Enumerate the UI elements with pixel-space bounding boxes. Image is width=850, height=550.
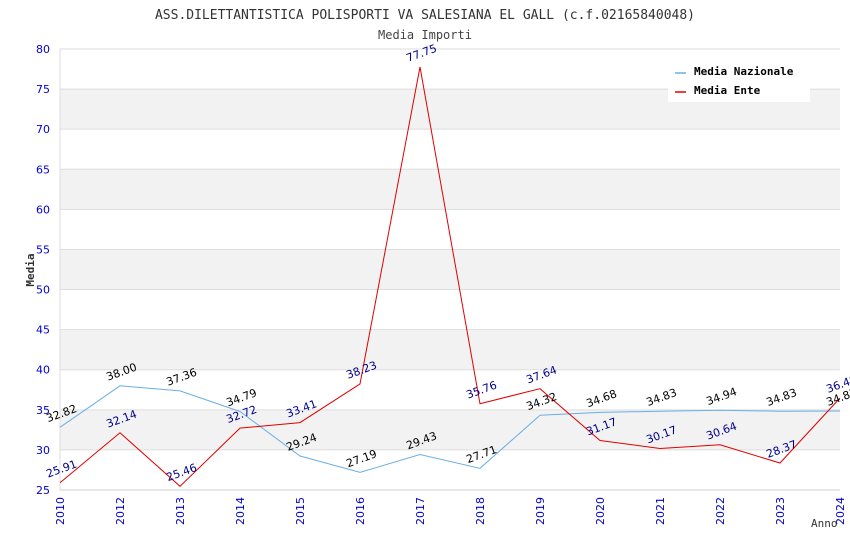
plot-band: [60, 169, 840, 210]
plot-band: [60, 249, 840, 290]
x-tick-label: 2010: [54, 497, 67, 525]
chart-legend: Media Nazionale Media Ente: [668, 60, 810, 102]
x-tick-label: 2020: [594, 497, 607, 525]
grid-lines: [60, 48, 840, 491]
y-tick-label: 60: [36, 203, 50, 216]
x-tick-label: 2014: [234, 497, 247, 525]
plot-band: [60, 329, 840, 370]
x-tick-label: 2012: [114, 497, 127, 525]
series-line-media-ente: [59, 66, 841, 487]
y-tick-label: 25: [36, 484, 50, 497]
y-tick-label: 50: [36, 284, 50, 297]
y-tick-label: 75: [36, 83, 50, 96]
y-tick-label: 45: [36, 324, 50, 337]
y-tick-label: 70: [36, 123, 50, 136]
plot-band: [60, 409, 840, 450]
data-label: 34.83: [645, 386, 679, 409]
x-tick-label: 2018: [474, 497, 487, 525]
series-line-media-nazionale: [59, 385, 841, 473]
x-tick-label: 2017: [414, 497, 427, 525]
y-tick-label: 55: [36, 243, 50, 256]
legend-box: [668, 60, 810, 102]
data-label: 25.46: [165, 461, 199, 484]
axes: [59, 49, 840, 491]
x-tick-label: 2016: [354, 497, 367, 525]
y-tick-label: 40: [36, 364, 50, 377]
x-tick-label: 2019: [534, 497, 547, 525]
data-label: 34.83: [765, 386, 799, 409]
x-tick-label: 2013: [174, 497, 187, 525]
chart-subtitle: Media Importi: [378, 28, 472, 42]
plot-bands: [60, 89, 840, 450]
y-tick-label: 30: [36, 444, 50, 457]
legend-label-media-ente: Media Ente: [694, 84, 761, 97]
x-tick-label: 2024: [834, 497, 847, 525]
data-label: 27.19: [345, 447, 379, 470]
y-tick-labels: 25 30 35 40 45 50 55 60 65 70 75 80: [36, 43, 50, 497]
series-lines: [59, 66, 841, 487]
x-tick-labels: 2010 2012 2013 2014 2015 2016 2017 2018 2019 2020…: [54, 497, 847, 525]
x-tick-label: 2015: [294, 497, 307, 525]
x-axis-label: Anno: [811, 517, 838, 530]
y-tick-label: 65: [36, 163, 50, 176]
data-label: 34.68: [585, 387, 619, 410]
data-label: 35.76: [465, 379, 499, 402]
chart-title: ASS.DILETTANTISTICA POLISPORTI VA SALESI…: [155, 8, 695, 23]
data-label: 25.91: [45, 458, 79, 481]
x-tick-label: 2021: [654, 497, 667, 525]
x-tick-label: 2023: [774, 497, 787, 525]
x-tick-label: 2022: [714, 497, 727, 525]
data-label: 34.94: [705, 385, 739, 408]
y-axis-label: Media: [24, 253, 37, 286]
y-tick-label: 80: [36, 43, 50, 56]
y-tick-label: 35: [36, 404, 50, 417]
legend-label-media-nazionale: Media Nazionale: [694, 65, 794, 78]
data-label: 77.75: [405, 42, 439, 65]
